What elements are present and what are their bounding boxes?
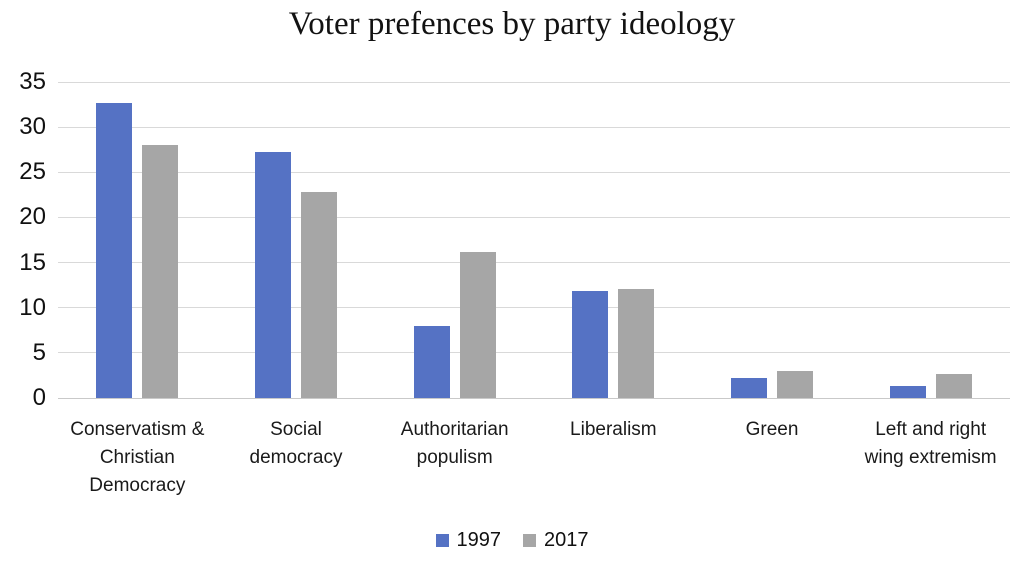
y-axis-tick-label: 0 [32, 384, 46, 411]
y-axis-tick-label: 5 [32, 338, 46, 366]
x-axis-category-label: Social democracy [249, 419, 343, 468]
gridline-30 [58, 126, 1010, 128]
y-axis-tick-label: 30 [19, 113, 46, 141]
bar-2017-left-and-right-wing-extremism [935, 373, 972, 398]
legend: 1997 2017 [0, 529, 1024, 552]
gridline-15 [58, 262, 1010, 264]
bar-1997-conservatism-christian-democracy [96, 102, 133, 398]
y-axis-tick-label: 15 [19, 248, 46, 276]
x-axis-category-label: Liberalism [570, 419, 657, 440]
y-axis-tick-label: 20 [19, 203, 46, 231]
y-axis-tick-label: 35 [19, 68, 46, 95]
bar-2017-liberalism [618, 288, 655, 398]
gridline-35 [58, 81, 1010, 83]
x-axis-category-label: Authoritarian populism [400, 419, 509, 468]
chart-title: Voter prefences by party ideology [288, 6, 736, 42]
bar-2017-green [777, 370, 813, 398]
legend-item-2017: 2017 [523, 529, 589, 552]
bar-1997-social-democracy [255, 152, 291, 398]
gridline-0 [58, 397, 1010, 399]
gridline-20 [58, 216, 1010, 218]
x-axis-category-label: Left and right wing extremism [864, 419, 997, 468]
bar-1997-green [731, 378, 767, 398]
y-axis-tick-label: 10 [19, 293, 46, 321]
legend-swatch-1997 [435, 534, 449, 547]
gridline-25 [58, 171, 1010, 173]
y-axis-tick-label: 25 [19, 158, 46, 186]
bar-2017-authoritarian-populism [459, 251, 496, 398]
gridline-10 [58, 307, 1010, 309]
gridline-5 [58, 352, 1010, 354]
bar-1997-authoritarian-populism [413, 325, 450, 398]
legend-label: 2017 [544, 529, 589, 551]
legend-item-1997: 1997 [435, 529, 502, 552]
bar-2017-social-democracy [301, 192, 337, 398]
plot-area [58, 81, 1010, 399]
x-axis-category-label: Green [745, 419, 799, 440]
bar-2017-conservatism-christian-democracy [142, 145, 179, 398]
legend-label: 1997 [456, 529, 502, 551]
x-axis-category-label: Conservatism & Christian Democracy [70, 419, 205, 496]
legend-swatch-2017 [523, 534, 536, 547]
bar-1997-liberalism [572, 290, 609, 398]
bar-1997-left-and-right-wing-extremism [889, 386, 926, 398]
